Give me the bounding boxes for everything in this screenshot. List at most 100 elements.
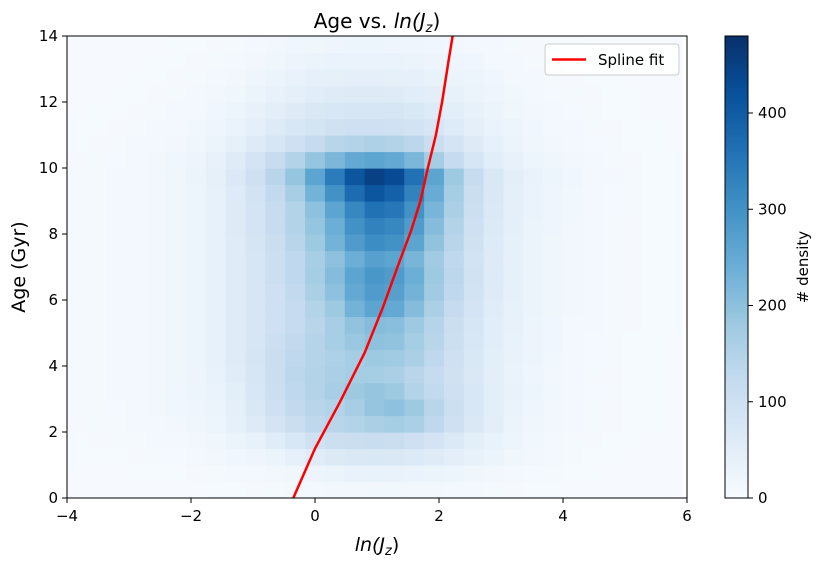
heatmap-cell: [166, 366, 187, 384]
heatmap-cell: [622, 250, 643, 268]
heatmap-cell: [285, 448, 306, 466]
heatmap-cell: [483, 465, 505, 483]
heatmap-cell: [305, 366, 326, 384]
heatmap-cell: [543, 415, 564, 433]
heatmap-cell: [404, 118, 425, 136]
heatmap-cell: [503, 399, 524, 417]
heatmap-cell: [186, 168, 207, 186]
chart-title: Age vs. ln(Jz): [314, 9, 441, 36]
heatmap-cell: [285, 184, 306, 202]
heatmap-cell: [245, 234, 266, 252]
heatmap-cell: [443, 316, 465, 334]
heatmap-cell: [106, 316, 128, 334]
heatmap-cell: [443, 465, 465, 483]
heatmap-cell: [563, 250, 584, 268]
heatmap-cell: [662, 448, 683, 466]
heatmap-cell: [483, 184, 505, 202]
heatmap-cell: [642, 316, 663, 334]
heatmap-cell: [463, 184, 485, 202]
heatmap-cell: [503, 250, 524, 268]
heatmap-cell: [245, 448, 266, 466]
heatmap-cell: [563, 234, 584, 252]
heatmap-cell: [205, 201, 227, 219]
heatmap-cell: [582, 382, 604, 400]
heatmap-cell: [503, 333, 524, 351]
heatmap-cell: [364, 36, 386, 54]
heatmap-cell: [463, 382, 485, 400]
heatmap-cell: [364, 415, 386, 433]
heatmap-cell: [67, 465, 88, 483]
heatmap-cell: [86, 349, 108, 367]
heatmap-cell: [364, 168, 386, 186]
heatmap-cell: [384, 465, 405, 483]
heatmap-cell: [225, 217, 247, 235]
heatmap-cell: [622, 316, 643, 334]
heatmap-cell: [543, 168, 564, 186]
heatmap-cell: [305, 184, 326, 202]
plot-frame: [66, 35, 688, 499]
heatmap-cell: [285, 333, 306, 351]
heatmap-cell: [126, 481, 147, 498]
heatmap-cell: [186, 481, 207, 498]
heatmap-cell: [404, 201, 425, 219]
heatmap-cell: [186, 300, 207, 318]
heatmap-cell: [305, 151, 326, 169]
heatmap-cell: [443, 69, 465, 87]
heatmap-cell: [166, 399, 187, 417]
heatmap-cell: [166, 250, 187, 268]
heatmap-cell: [602, 382, 624, 400]
heatmap-cell: [582, 267, 604, 285]
heatmap-cell: [404, 465, 425, 483]
heatmap-cell: [86, 481, 108, 498]
heatmap-cell: [265, 250, 286, 268]
heatmap-cell: [443, 85, 465, 103]
heatmap-cell: [245, 85, 266, 103]
heatmap-cell: [424, 415, 445, 433]
heatmap-cell: [285, 399, 306, 417]
heatmap-cell: [265, 481, 286, 498]
heatmap-cell: [245, 168, 266, 186]
heatmap-cell: [146, 481, 167, 498]
heatmap-cell: [642, 366, 663, 384]
heatmap-cell: [642, 168, 663, 186]
heatmap-cell: [324, 366, 346, 384]
heatmap-cell: [126, 250, 147, 268]
heatmap-cell: [384, 168, 405, 186]
heatmap-cell: [463, 69, 485, 87]
heatmap-cell: [225, 300, 247, 318]
heatmap-cell: [225, 250, 247, 268]
heatmap-cell: [106, 465, 128, 483]
heatmap-cell: [344, 250, 366, 268]
heatmap-cell: [146, 448, 167, 466]
heatmap-cell: [642, 135, 663, 153]
heatmap-cell: [225, 465, 247, 483]
heatmap-cell: [146, 333, 167, 351]
heatmap-cell: [523, 234, 544, 252]
heatmap-cell: [404, 267, 425, 285]
heatmap-cell: [225, 234, 247, 252]
heatmap-cell: [642, 283, 663, 301]
heatmap-cell: [86, 184, 108, 202]
heatmap-cell: [543, 448, 564, 466]
heatmap-cell: [582, 448, 604, 466]
heatmap-cell: [384, 118, 405, 136]
heatmap-cell: [404, 85, 425, 103]
heatmap-cell: [582, 201, 604, 219]
heatmap-cell: [67, 382, 88, 400]
heatmap-cell: [106, 135, 128, 153]
heatmap-cell: [186, 448, 207, 466]
heatmap-cell: [86, 85, 108, 103]
heatmap-cell: [146, 382, 167, 400]
heatmap-cell: [463, 283, 485, 301]
heatmap-cell: [503, 316, 524, 334]
heatmap-cell: [642, 184, 663, 202]
heatmap-cell: [245, 69, 266, 87]
heatmap-cell: [662, 135, 683, 153]
heatmap-cell: [324, 349, 346, 367]
heatmap-cell: [424, 168, 445, 186]
heatmap-cell: [305, 465, 326, 483]
heatmap-cell: [424, 234, 445, 252]
heatmap-cell: [86, 382, 108, 400]
heatmap-cell: [245, 151, 266, 169]
heatmap-cell: [205, 382, 227, 400]
